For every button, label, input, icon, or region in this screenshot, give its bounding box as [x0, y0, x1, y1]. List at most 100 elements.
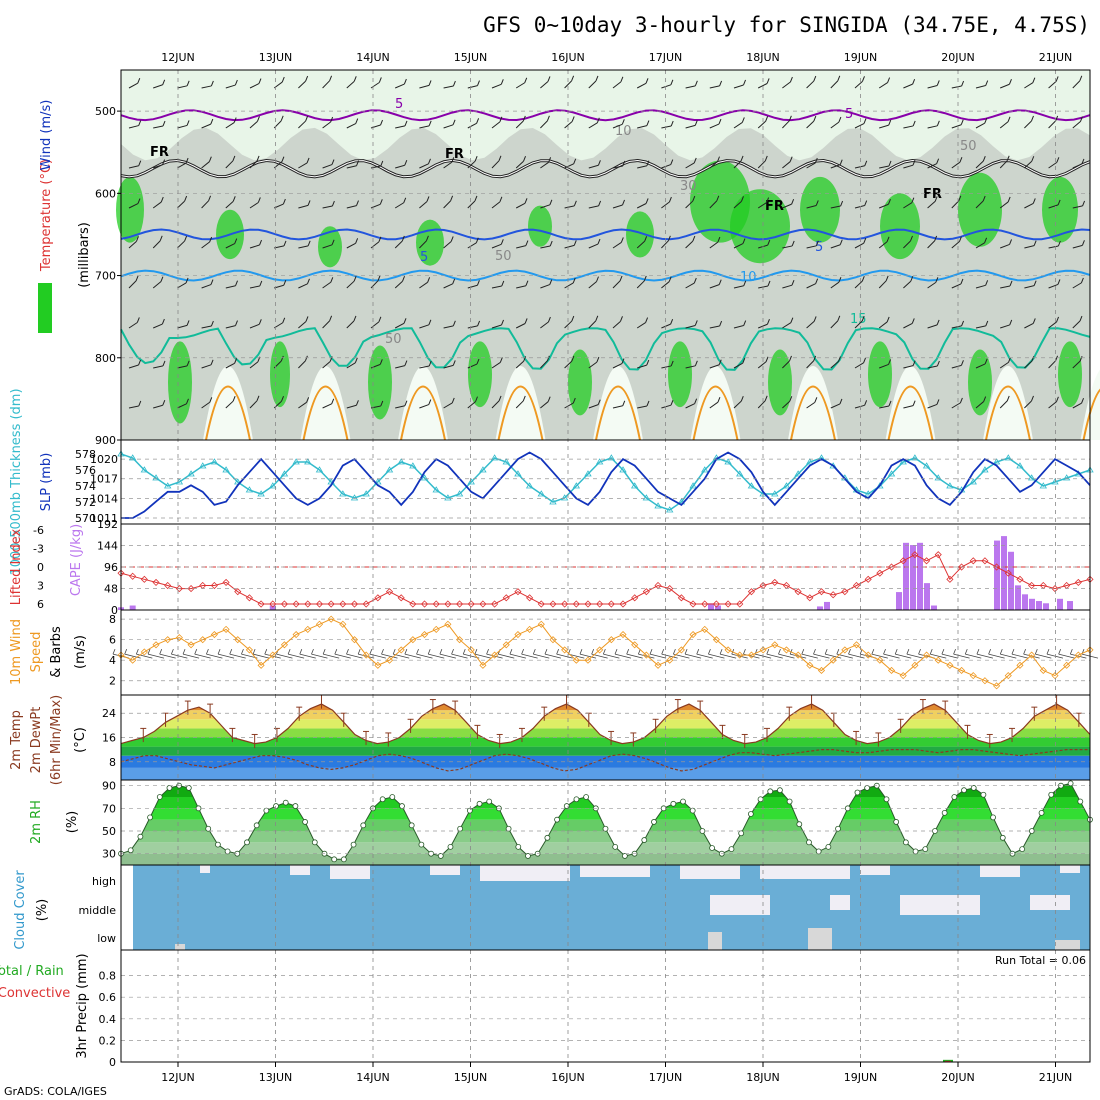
- wind-barb: [564, 320, 573, 329]
- rh-point: [970, 785, 977, 791]
- precip-tick: 0.6: [99, 991, 117, 1004]
- wind-barb-flag: [474, 195, 478, 202]
- surface-barb-flag: [416, 648, 419, 655]
- wind-barb-flag: [428, 319, 432, 326]
- wind-speed-point: [701, 625, 709, 633]
- lifted-index-point: [444, 600, 452, 608]
- wind-barb: [298, 80, 306, 89]
- wind-barb: [540, 81, 549, 89]
- wind-barb: [975, 122, 986, 129]
- wind-barb-flag: [1032, 77, 1036, 83]
- wind-barb-flag: [452, 80, 456, 87]
- contour-label: 50: [960, 139, 977, 154]
- wind-barb-flag: [186, 80, 190, 86]
- rh-band: [121, 853, 1090, 865]
- wind-barb: [733, 84, 744, 89]
- wind-speed-point: [444, 620, 452, 628]
- wind-barb-flag: [501, 319, 505, 326]
- wind-barb: [491, 324, 502, 329]
- wind-barb-flag: [864, 200, 868, 206]
- surface-barb: [895, 653, 912, 659]
- wind-barb-flag: [1006, 395, 1010, 402]
- wind-barb-flag: [719, 320, 723, 327]
- wind-barb: [419, 84, 430, 89]
- wind-barb: [322, 164, 333, 169]
- wind-barb-flag: [839, 239, 843, 245]
- wind-barb: [637, 165, 648, 169]
- wind-barb: [1048, 401, 1057, 409]
- rh-green-blob: [528, 205, 552, 247]
- wind-barb-flag: [427, 277, 431, 283]
- surface-barb-flag: [252, 648, 256, 655]
- lifted-index-point: [385, 588, 394, 596]
- wind-barb-flag: [1009, 239, 1013, 245]
- wind-barb-flag: [498, 155, 502, 162]
- wind-speed-point: [397, 646, 405, 654]
- wind-barb-flag: [138, 120, 142, 126]
- thickness-point: [969, 478, 977, 485]
- wind-barb-flag: [935, 277, 939, 283]
- wind-barb-flag: [428, 158, 431, 164]
- surface-barb: [533, 653, 550, 659]
- surface-barb-flag: [778, 648, 781, 655]
- wind-barb-flag: [912, 400, 916, 406]
- lifted-index-point: [712, 600, 720, 608]
- lifted-index-point: [409, 600, 417, 608]
- thickness-point: [199, 462, 207, 469]
- surface-barb-flag: [217, 648, 221, 655]
- wind-barb-flag: [1079, 355, 1083, 362]
- rh-point: [214, 841, 221, 848]
- wind-barb: [661, 323, 671, 329]
- wind-barb-flag: [354, 357, 358, 363]
- wind-speed-point: [409, 636, 417, 644]
- wind-barb-flag: [910, 276, 914, 282]
- wind-barb-flag: [716, 195, 720, 202]
- wind-barb: [1048, 161, 1058, 169]
- wind-barb: [830, 121, 840, 129]
- wind-barb-flag: [256, 155, 260, 162]
- wind-barb-flag: [1079, 116, 1083, 122]
- wind-barb-flag: [1007, 196, 1011, 203]
- wind-barb: [515, 120, 524, 129]
- surface-isotherm: [400, 385, 446, 441]
- wind-barb: [177, 124, 188, 129]
- thickness-point: [1039, 482, 1048, 489]
- wind-barb: [927, 324, 938, 329]
- wind-barb-flag: [668, 276, 672, 282]
- wind-barb: [370, 124, 381, 129]
- slp-label: SLP (mb): [39, 453, 54, 512]
- surface-barb-flag: [929, 648, 933, 655]
- thickness-point: [350, 494, 359, 501]
- lifted-index-point: [993, 563, 1001, 571]
- wind-barb-flag: [353, 76, 357, 82]
- contour-label: 50: [495, 249, 512, 264]
- xsec-y-tick: 700: [95, 270, 116, 283]
- wind-speed-point: [631, 641, 639, 649]
- cloud-high-clear: [680, 865, 740, 879]
- thickness-point: [304, 458, 312, 465]
- wind-barb: [322, 205, 333, 209]
- lifted-index-point: [607, 600, 615, 608]
- wind-barb: [782, 360, 790, 369]
- wind-barb: [999, 361, 1009, 369]
- wind-barb: [733, 285, 744, 289]
- wind-speed-point: [1063, 661, 1071, 669]
- wind-barb-flag: [740, 395, 744, 402]
- wind-barb-flag: [305, 75, 309, 82]
- wind-barb: [201, 85, 212, 89]
- rh-point: [738, 830, 745, 837]
- wind-barb-flag: [403, 318, 407, 324]
- rh-point: [883, 796, 890, 803]
- rh-point: [912, 848, 919, 855]
- slp-line: [121, 451, 1091, 519]
- wind-barb-flag: [1055, 76, 1059, 82]
- cloud-high-clear: [980, 865, 1020, 877]
- surface-barb: [404, 653, 421, 659]
- wind-barb-flag: [888, 160, 892, 167]
- wind-barb-flag: [912, 360, 916, 366]
- wind-barb: [177, 240, 185, 249]
- wind-barb-flag: [984, 117, 988, 124]
- wind-barb: [685, 200, 694, 209]
- wind-barb-flag: [764, 395, 768, 402]
- precip-ylabel: 3hr Precip (mm): [75, 953, 90, 1058]
